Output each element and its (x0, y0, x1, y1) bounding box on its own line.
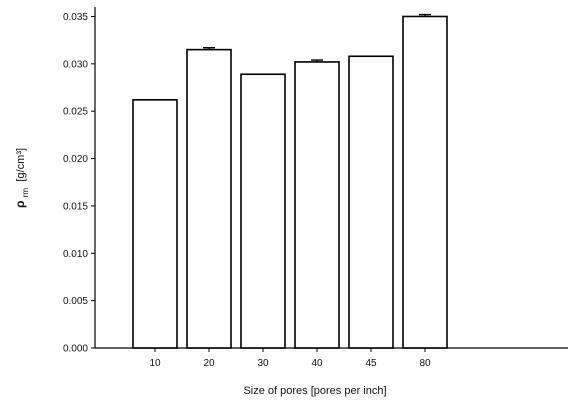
svg-text:ρ rm [g/cm³]: ρ rm [g/cm³] (13, 148, 31, 208)
bar-30 (240, 73, 286, 349)
y-tick-label: 0.015 (63, 201, 88, 212)
bar-45 (348, 55, 394, 349)
y-axis-title-unit: [g/cm³] (15, 148, 27, 182)
y-tick-label: 0.010 (63, 249, 88, 260)
y-tick-label: 0.000 (63, 344, 88, 355)
bar-20 (186, 48, 232, 349)
bar-40 (294, 61, 340, 349)
y-axis-title-symbol: ρ (13, 201, 27, 208)
x-tick-label: 10 (149, 358, 161, 369)
x-tick-label: 20 (203, 358, 215, 369)
y-axis-title: ρ rm [g/cm³] (13, 148, 31, 208)
x-tick-label: 80 (419, 358, 431, 369)
x-axis-title: Size of pores [pores per inch] (243, 385, 386, 397)
y-axis-title-subscript: rm (21, 188, 30, 198)
bars-group (132, 13, 448, 349)
y-tick-label: 0.005 (63, 296, 88, 307)
y-tick-label: 0.030 (63, 59, 88, 70)
bar-10 (132, 99, 178, 349)
x-tick-label: 30 (257, 358, 269, 369)
bar-80 (402, 15, 448, 349)
y-axis-ticks: 0.000 0.005 0.010 0.015 0.020 0.025 0.030 0.035 (63, 12, 95, 355)
y-tick-label: 0.020 (63, 154, 88, 165)
x-tick-label: 40 (311, 358, 323, 369)
y-tick-label: 0.025 (63, 107, 88, 118)
y-tick-label: 0.035 (63, 12, 88, 23)
x-axis-ticks: 10 20 30 40 45 80 (149, 348, 431, 369)
x-tick-label: 45 (365, 358, 377, 369)
